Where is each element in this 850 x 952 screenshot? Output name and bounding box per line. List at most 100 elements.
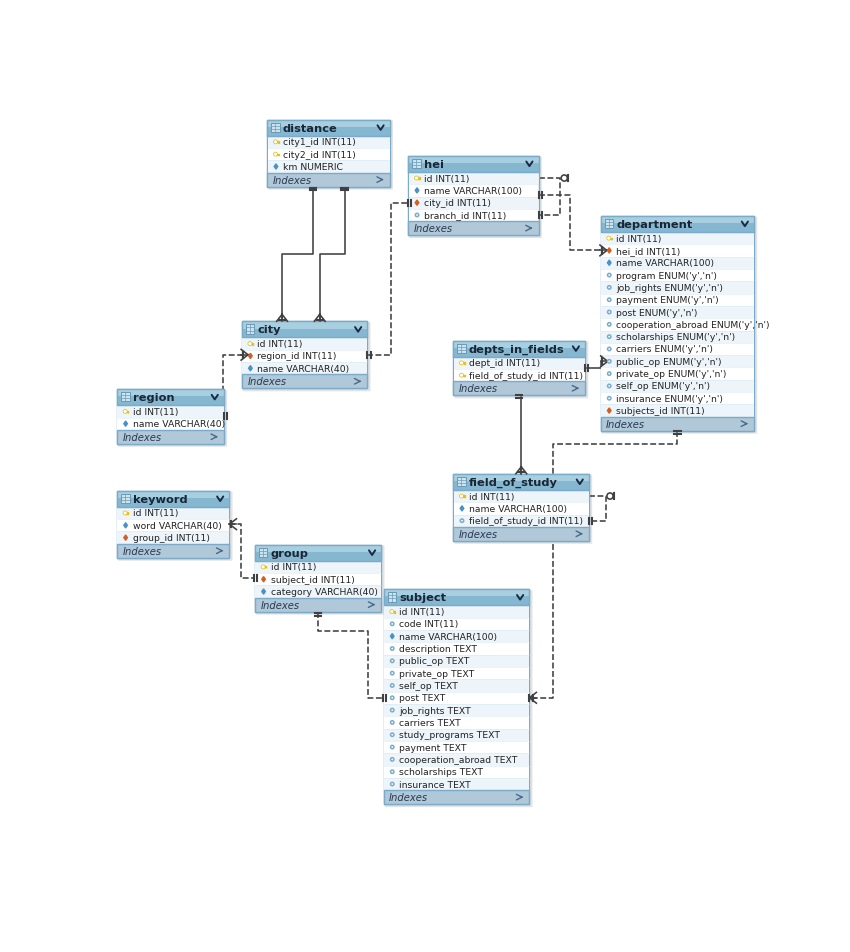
Polygon shape [124, 523, 128, 528]
Bar [268, 120, 390, 128]
Bar [384, 667, 529, 680]
Polygon shape [248, 367, 252, 371]
Text: branch_id INT(11): branch_id INT(11) [424, 211, 507, 220]
Circle shape [390, 721, 394, 724]
Bar [453, 348, 585, 357]
Bar [383, 589, 530, 605]
Circle shape [608, 324, 611, 327]
Bar [383, 589, 530, 597]
Bar [383, 589, 530, 804]
Bar [268, 173, 390, 188]
Bar [454, 369, 585, 382]
Text: id INT(11): id INT(11) [270, 563, 316, 572]
Bar [256, 573, 381, 585]
Bar [409, 209, 538, 222]
Circle shape [249, 344, 251, 346]
Bar [384, 630, 529, 643]
Bar [242, 322, 367, 338]
Circle shape [124, 512, 126, 514]
Text: self_op TEXT: self_op TEXT [400, 682, 458, 690]
Circle shape [608, 336, 611, 339]
FancyBboxPatch shape [118, 492, 233, 561]
Bar [121, 494, 129, 504]
Bar [117, 389, 224, 406]
Polygon shape [262, 589, 265, 595]
Bar [255, 545, 382, 561]
Bar [117, 520, 230, 532]
Polygon shape [124, 535, 128, 541]
Bar [601, 269, 754, 282]
Bar [255, 545, 382, 612]
Bar [117, 499, 230, 507]
Bar [454, 515, 589, 527]
Text: id INT(11): id INT(11) [400, 607, 445, 616]
Text: id INT(11): id INT(11) [616, 234, 661, 244]
Circle shape [461, 363, 462, 365]
Bar [271, 124, 280, 132]
Bar [242, 375, 367, 388]
Bar [601, 381, 754, 392]
Bar [252, 344, 253, 345]
Text: id INT(11): id INT(11) [469, 492, 514, 501]
Text: Indexes: Indexes [414, 224, 453, 234]
Text: public_op ENUM('y','n'): public_op ENUM('y','n') [616, 357, 722, 367]
Bar [268, 161, 389, 173]
Text: scholarships TEXT: scholarships TEXT [400, 767, 483, 777]
Bar [457, 345, 466, 353]
Bar [117, 491, 230, 499]
Bar [383, 597, 530, 605]
Text: km NUMERIC: km NUMERIC [283, 163, 343, 171]
Text: name VARCHAR(40): name VARCHAR(40) [133, 420, 224, 428]
Circle shape [390, 647, 394, 650]
Bar [117, 406, 224, 418]
Bar [601, 257, 754, 269]
Bar [409, 172, 538, 185]
Circle shape [608, 397, 611, 401]
Polygon shape [262, 577, 265, 583]
Bar [601, 368, 754, 381]
Bar [246, 325, 254, 334]
Circle shape [561, 176, 568, 182]
Bar [384, 741, 529, 753]
Bar [268, 120, 390, 136]
Bar [255, 598, 382, 612]
Bar [453, 474, 589, 482]
Circle shape [390, 696, 394, 700]
Bar [601, 216, 754, 431]
Circle shape [415, 177, 418, 181]
Text: name VARCHAR(100): name VARCHAR(100) [424, 187, 522, 196]
Bar [117, 532, 230, 545]
Bar [409, 222, 539, 236]
Circle shape [390, 684, 394, 687]
Bar [409, 197, 538, 209]
Text: name VARCHAR(40): name VARCHAR(40) [258, 365, 349, 373]
Circle shape [123, 410, 127, 413]
Bar [409, 156, 539, 172]
Bar [384, 778, 529, 790]
Text: group_id INT(11): group_id INT(11) [133, 533, 209, 543]
Polygon shape [248, 354, 252, 359]
Bar [409, 156, 539, 236]
Text: category VARCHAR(40): category VARCHAR(40) [270, 587, 377, 596]
Text: name VARCHAR(100): name VARCHAR(100) [616, 259, 714, 268]
Text: id INT(11): id INT(11) [424, 174, 469, 184]
Text: hei_id INT(11): hei_id INT(11) [616, 247, 681, 256]
Circle shape [607, 237, 610, 241]
Bar [256, 585, 381, 598]
Text: subjects_id INT(11): subjects_id INT(11) [616, 407, 705, 416]
Bar [255, 545, 382, 552]
Circle shape [390, 610, 394, 614]
Circle shape [390, 623, 394, 625]
Bar [268, 120, 390, 188]
Bar [383, 790, 530, 804]
Bar [454, 357, 585, 369]
Bar [117, 491, 230, 558]
Bar [384, 765, 529, 778]
Circle shape [461, 496, 462, 498]
Bar [601, 319, 754, 331]
Text: keyword: keyword [133, 494, 187, 505]
Bar [462, 363, 465, 364]
Circle shape [607, 493, 613, 500]
Bar [242, 338, 367, 350]
Bar [117, 491, 230, 507]
